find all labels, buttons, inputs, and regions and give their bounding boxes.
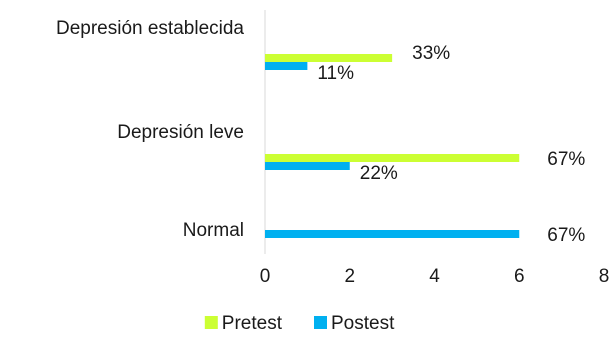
bar-postest-depresion-establecida <box>265 62 308 70</box>
category-label-depresion-establecida: Depresión establecida <box>56 18 244 39</box>
legend-label-postest: Postest <box>331 313 395 334</box>
bar-pretest-depresion-leve <box>265 154 520 162</box>
category-labels: Depresión establecida Depresión leve Norma… <box>56 18 244 241</box>
bar-pretest-depresion-establecida <box>265 54 393 62</box>
x-tick-label-0: 0 <box>260 266 271 287</box>
category-label-depresion-leve: Depresión leve <box>117 122 244 143</box>
data-label-postest-normal: 67% <box>547 225 585 246</box>
legend: Pretest Postest <box>204 313 395 334</box>
x-tick-label-4: 4 <box>429 266 440 287</box>
legend-swatch-pretest <box>204 316 218 329</box>
data-label-pretest-depresion-leve: 67% <box>547 149 585 170</box>
x-tick-label-6: 6 <box>514 266 525 287</box>
legend-label-pretest: Pretest <box>222 313 283 334</box>
data-labels: 33% 67% 11% 22% 67% <box>317 43 585 246</box>
x-tick-label-2: 2 <box>344 266 355 287</box>
data-label-postest-depresion-establecida: 11% <box>317 63 354 84</box>
legend-swatch-postest <box>314 316 327 329</box>
bar-postest-depresion-leve <box>265 162 350 170</box>
legend-item-postest: Postest <box>314 313 395 334</box>
legend-item-pretest: Pretest <box>204 313 283 334</box>
x-tick-label-8: 8 <box>599 266 610 287</box>
data-label-postest-depresion-leve: 22% <box>360 163 398 184</box>
x-tick-labels: 0 2 4 6 8 <box>260 266 610 287</box>
bar-postest-normal <box>265 230 520 238</box>
bars <box>265 54 520 238</box>
data-label-pretest-depresion-establecida: 33% <box>412 43 450 64</box>
category-label-normal: Normal <box>183 220 244 241</box>
